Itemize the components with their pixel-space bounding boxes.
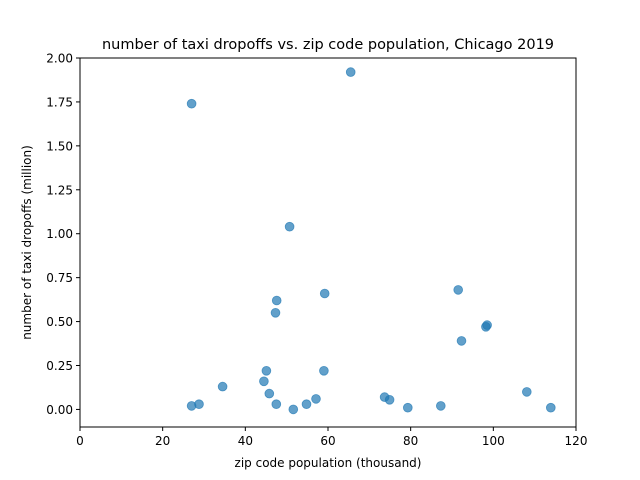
data-point-26 (545, 402, 556, 413)
y-tick-label-7: 1.75 (46, 95, 73, 109)
data-point-15 (521, 387, 532, 397)
data-point-25 (435, 401, 446, 411)
data-point-22 (301, 399, 312, 410)
x-tick-label-1: 20 (155, 434, 170, 448)
data-point-2 (284, 221, 295, 232)
y-tick-label-4: 1.00 (46, 227, 73, 241)
data-point-5 (270, 307, 281, 318)
y-tick-label-0: 0.00 (46, 403, 73, 417)
y-tick-label-8: 2.00 (46, 52, 73, 66)
data-point-1 (186, 98, 197, 109)
x-tick-label-5: 100 (482, 434, 505, 448)
data-point-6 (453, 285, 464, 295)
data-point-0 (345, 67, 356, 77)
y-tick-label-5: 1.25 (46, 183, 73, 197)
data-point-12 (259, 376, 269, 387)
data-point-4 (319, 288, 330, 299)
data-point-24 (402, 402, 413, 413)
data-point-3 (271, 295, 282, 306)
data-point-10 (261, 365, 272, 376)
data-point-9 (456, 336, 467, 346)
x-tick-label-2: 40 (238, 434, 253, 448)
y-tick-label-2: 0.50 (46, 315, 73, 329)
data-point-23 (288, 404, 299, 415)
data-point-18 (384, 394, 395, 405)
y-tick-label-3: 0.75 (46, 271, 73, 285)
data-point-17 (311, 394, 321, 404)
data-point-14 (264, 388, 275, 399)
data-point-8 (481, 321, 491, 332)
data-point-13 (217, 381, 228, 392)
data-point-11 (319, 365, 329, 376)
x-tick-label-6: 120 (565, 434, 588, 448)
points-layer (186, 67, 556, 415)
y-tick-label-1: 0.25 (46, 359, 73, 373)
x-tick-label-4: 80 (403, 434, 418, 448)
x-axis: 0 20 40 60 80 100 120 (76, 427, 587, 448)
y-axis-label: number of taxi dropoffs (million) (20, 145, 34, 340)
x-tick-label-0: 0 (76, 434, 84, 448)
chart-title: number of taxi dropoffs vs. zip code pop… (102, 37, 554, 53)
data-point-20 (194, 399, 204, 410)
y-axis: 0.00 0.25 0.50 0.75 1.00 1.25 1.50 1.75 2.00 (46, 52, 80, 417)
y-tick-label-6: 1.50 (46, 139, 73, 153)
x-tick-label-3: 60 (320, 434, 335, 448)
x-axis-label: zip code population (thousand) (235, 456, 422, 470)
data-point-21 (271, 399, 282, 410)
